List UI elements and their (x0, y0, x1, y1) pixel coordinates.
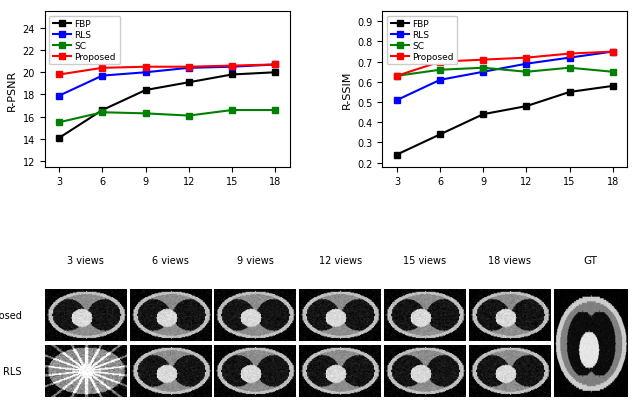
SC (185, 114, 193, 119)
Text: Proposed: Proposed (0, 311, 22, 320)
Proposed (99, 66, 106, 71)
RLS (185, 66, 193, 71)
Proposed (271, 63, 279, 68)
Line: FBP: FBP (56, 70, 278, 142)
FBP (271, 70, 279, 75)
Legend: FBP, RLS, SC, Proposed: FBP, RLS, SC, Proposed (49, 17, 120, 65)
Line: Proposed: Proposed (56, 62, 278, 79)
SC (271, 108, 279, 113)
FBP (141, 88, 149, 93)
SC (436, 68, 444, 73)
Text: GT: GT (584, 255, 598, 265)
RLS (523, 62, 531, 67)
Y-axis label: R-PSNR: R-PSNR (7, 69, 17, 110)
RLS (141, 70, 149, 75)
RLS (271, 63, 279, 68)
Text: RLS: RLS (3, 366, 22, 376)
RLS (609, 50, 617, 55)
Proposed (393, 74, 401, 79)
FBP (436, 132, 444, 137)
Text: 18 views: 18 views (488, 255, 531, 265)
SC (228, 108, 236, 113)
SC (99, 111, 106, 115)
RLS (479, 70, 487, 75)
FBP (99, 108, 106, 113)
SC (393, 74, 401, 79)
RLS (228, 65, 236, 70)
Text: 3 views: 3 views (67, 255, 104, 265)
FBP (523, 104, 531, 109)
Text: 12 views: 12 views (319, 255, 362, 265)
FBP (393, 153, 401, 158)
Line: SC: SC (394, 65, 616, 80)
Line: Proposed: Proposed (394, 49, 616, 80)
Line: SC: SC (56, 107, 278, 126)
FBP (185, 81, 193, 85)
Text: 15 views: 15 views (403, 255, 447, 265)
Proposed (479, 58, 487, 63)
Proposed (523, 56, 531, 61)
RLS (566, 56, 573, 61)
RLS (393, 98, 401, 103)
SC (141, 112, 149, 117)
Line: FBP: FBP (394, 83, 616, 159)
Proposed (436, 60, 444, 65)
Proposed (141, 65, 149, 70)
FBP (479, 113, 487, 117)
Proposed (609, 50, 617, 55)
SC (479, 66, 487, 71)
Proposed (185, 65, 193, 70)
Text: 6 views: 6 views (152, 255, 189, 265)
RLS (99, 74, 106, 79)
FBP (609, 84, 617, 89)
Proposed (55, 73, 63, 78)
Line: RLS: RLS (56, 62, 278, 100)
RLS (55, 94, 63, 99)
FBP (566, 90, 573, 95)
SC (566, 66, 573, 71)
Y-axis label: R-SSIM: R-SSIM (342, 70, 352, 109)
SC (609, 70, 617, 75)
Text: 9 views: 9 views (237, 255, 274, 265)
Proposed (566, 52, 573, 57)
FBP (55, 136, 63, 141)
Legend: FBP, RLS, SC, Proposed: FBP, RLS, SC, Proposed (387, 17, 458, 65)
FBP (228, 73, 236, 78)
Line: RLS: RLS (394, 49, 616, 104)
SC (55, 121, 63, 126)
RLS (436, 78, 444, 83)
SC (523, 70, 531, 75)
Proposed (228, 64, 236, 69)
